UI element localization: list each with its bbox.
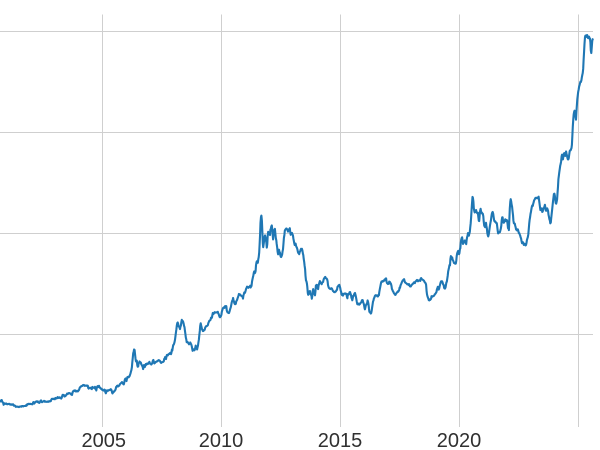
svg-text:2020: 2020 bbox=[437, 430, 482, 450]
svg-text:2015: 2015 bbox=[318, 430, 363, 450]
svg-text:2010: 2010 bbox=[199, 430, 244, 450]
svg-text:2005: 2005 bbox=[82, 430, 127, 450]
